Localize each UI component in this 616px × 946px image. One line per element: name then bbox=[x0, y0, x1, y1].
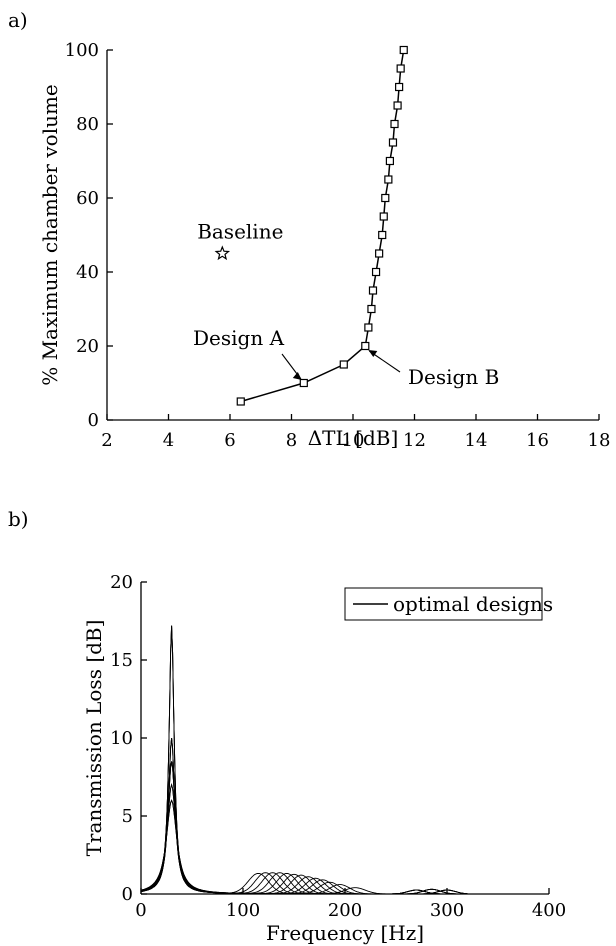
data-point-marker bbox=[379, 212, 388, 221]
tl-curve bbox=[140, 761, 468, 895]
chart-a-y-axis-label: % Maximum chamber volume bbox=[38, 84, 62, 386]
y-tick-label: 10 bbox=[110, 728, 133, 749]
chart-a-axes bbox=[106, 50, 599, 421]
panel-label-a: a) bbox=[8, 8, 28, 32]
chart-b-x-axis-label: Frequency [Hz] bbox=[266, 921, 424, 945]
chart-a: a) 2 4 6 8 10 12 14 16 18 0 20 40 60 80 100 Baseline D… bbox=[8, 8, 610, 451]
legend-entry: optimal designs bbox=[393, 592, 553, 616]
x-tick-label: 4 bbox=[163, 430, 174, 451]
x-tick-label: 200 bbox=[328, 900, 362, 921]
chart-b-y-ticks: 0 5 10 15 20 bbox=[110, 572, 147, 905]
data-point-marker bbox=[378, 230, 387, 240]
y-tick-label: 80 bbox=[76, 114, 99, 135]
y-tick-label: 40 bbox=[76, 262, 99, 283]
tl-curve bbox=[140, 761, 468, 895]
baseline-star-marker bbox=[214, 245, 231, 261]
tl-curve bbox=[140, 799, 468, 895]
baseline-label: Baseline bbox=[197, 220, 283, 244]
data-point-marker bbox=[236, 397, 245, 406]
data-point-marker bbox=[339, 360, 348, 369]
x-tick-label: 12 bbox=[403, 430, 426, 451]
tl-curve bbox=[140, 625, 468, 895]
chart-b-axes bbox=[140, 582, 549, 895]
y-tick-label: 20 bbox=[110, 572, 133, 593]
x-tick-label: 14 bbox=[465, 430, 488, 451]
data-point-marker bbox=[385, 156, 394, 166]
data-point-marker bbox=[390, 119, 399, 129]
data-point-marker bbox=[371, 267, 381, 277]
x-tick-label: 2 bbox=[101, 430, 112, 451]
x-tick-label: 8 bbox=[286, 430, 297, 451]
chart-b-curves bbox=[140, 625, 468, 895]
chart-b-y-axis-label: Transmission Loss [dB] bbox=[82, 620, 106, 857]
chart-a-series bbox=[236, 45, 408, 406]
tl-curve bbox=[140, 625, 468, 895]
y-tick-label: 60 bbox=[76, 188, 99, 209]
data-point-marker bbox=[399, 45, 408, 55]
x-tick-label: 10 bbox=[342, 430, 365, 451]
x-tick-label: 300 bbox=[430, 900, 464, 921]
tl-curve bbox=[140, 737, 468, 895]
data-point-marker bbox=[364, 323, 373, 332]
tl-curve bbox=[140, 761, 468, 895]
tl-curve bbox=[140, 799, 468, 895]
tl-curve bbox=[140, 737, 468, 895]
chart-a-annotations: Baseline Design A Design B bbox=[193, 220, 499, 390]
data-point-marker bbox=[367, 304, 376, 314]
chart-b-x-ticks: 0 100 200 300 400 bbox=[135, 888, 566, 921]
chart-a-x-axis-label: ΔTL [dB] bbox=[308, 426, 399, 450]
x-tick-label: 18 bbox=[588, 430, 611, 451]
data-point-marker bbox=[375, 249, 384, 258]
x-tick-label: 400 bbox=[532, 900, 566, 921]
data-point-marker bbox=[381, 193, 390, 203]
tl-curve bbox=[140, 625, 468, 895]
x-tick-label: 100 bbox=[226, 900, 260, 921]
data-point-marker bbox=[396, 64, 405, 73]
x-tick-label: 0 bbox=[135, 900, 146, 921]
data-point-marker bbox=[393, 101, 402, 110]
data-point-marker bbox=[361, 341, 370, 351]
data-point-marker bbox=[299, 378, 308, 388]
x-tick-label: 6 bbox=[224, 430, 235, 451]
data-point-marker bbox=[368, 286, 378, 295]
data-point-marker bbox=[384, 175, 393, 184]
design-a-arrowhead bbox=[292, 372, 302, 380]
data-point-marker bbox=[388, 138, 398, 147]
y-tick-label: 0 bbox=[122, 884, 133, 905]
chart-b-legend: optimal designs bbox=[344, 587, 553, 621]
x-tick-label: 16 bbox=[526, 430, 549, 451]
design-a-label: Design A bbox=[193, 326, 285, 350]
chart-a-y-ticks: 0 20 40 60 80 100 bbox=[65, 40, 113, 431]
design-b-label: Design B bbox=[408, 365, 499, 389]
data-point-marker bbox=[395, 82, 404, 92]
panel-label-b: b) bbox=[8, 507, 29, 531]
y-tick-label: 100 bbox=[65, 40, 99, 61]
y-tick-label: 20 bbox=[76, 336, 99, 357]
chart-a-x-ticks: 2 4 6 8 10 12 14 16 18 bbox=[101, 414, 610, 451]
chart-b: b) 0 100 200 300 400 0 5 10 15 20 optimal design… bbox=[8, 507, 566, 945]
design-b-arrowhead bbox=[368, 350, 378, 357]
y-tick-label: 0 bbox=[88, 410, 99, 431]
tl-curve bbox=[140, 737, 468, 895]
y-tick-label: 15 bbox=[110, 650, 133, 671]
y-tick-label: 5 bbox=[122, 806, 133, 827]
